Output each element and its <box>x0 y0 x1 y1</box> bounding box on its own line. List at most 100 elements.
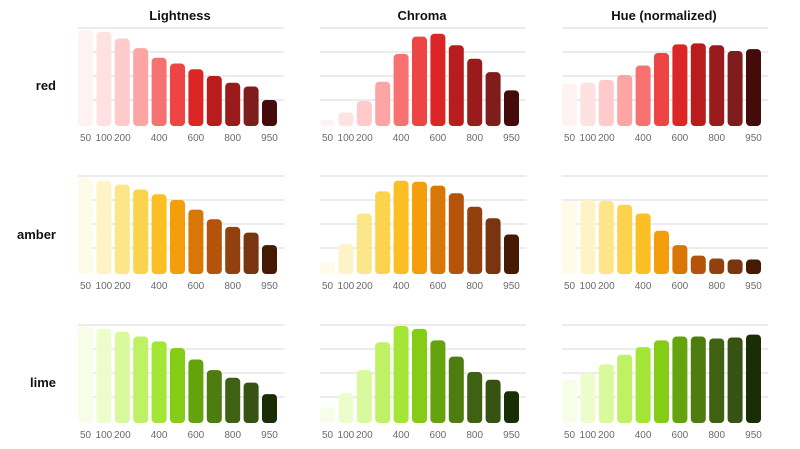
bar-red-chroma-500 <box>412 36 427 126</box>
bar-amber-chroma-50 <box>320 262 335 274</box>
tick-label: 200 <box>356 281 373 292</box>
bar-amber-chroma-900 <box>485 218 501 274</box>
bar-red-lightness-300 <box>133 48 149 126</box>
tick-label: 50 <box>322 430 334 441</box>
tick-label: 200 <box>598 430 615 441</box>
tick-label: 600 <box>188 133 205 144</box>
bar-lime-hue-normalized-950 <box>746 334 761 423</box>
bar-lime-chroma-200 <box>356 370 372 423</box>
bar-lime-hue-normalized-800 <box>709 338 725 423</box>
bar-lime-hue-normalized-200 <box>598 364 614 423</box>
tick-label: 50 <box>80 430 92 441</box>
tick-label: 800 <box>466 281 483 292</box>
column-title-hue-normalized: Hue (normalized) <box>611 8 716 23</box>
tick-label: 600 <box>430 281 447 292</box>
tick-label: 50 <box>322 133 334 144</box>
bar-amber-lightness-200 <box>114 184 130 274</box>
bar-lime-chroma-900 <box>485 379 501 423</box>
panel-red-lightness: 50 100 200 400 600 800 950 <box>78 27 284 144</box>
bar-amber-lightness-600 <box>188 209 204 274</box>
panel-red-chroma: 50 100 200 400 600 800 950 <box>320 27 526 144</box>
bar-red-chroma-800 <box>467 58 483 126</box>
bar-lime-hue-normalized-700 <box>690 336 706 423</box>
tick-label: 600 <box>430 133 447 144</box>
tick-label: 800 <box>708 281 725 292</box>
tick-label: 950 <box>745 281 762 292</box>
bar-red-hue-normalized-900 <box>727 51 743 126</box>
bar-lime-lightness-900 <box>243 382 259 423</box>
panel-amber-hue-normalized: 50 100 200 400 600 800 950 <box>562 175 768 292</box>
tick-label: 100 <box>96 430 113 441</box>
bar-amber-lightness-500 <box>170 200 185 274</box>
tick-label: 200 <box>356 430 373 441</box>
bar-amber-lightness-300 <box>133 189 149 274</box>
bar-red-chroma-700 <box>448 45 464 126</box>
bar-lime-lightness-400 <box>151 341 167 423</box>
bar-lime-chroma-400 <box>393 325 409 423</box>
tick-label: 200 <box>114 430 131 441</box>
tick-label: 50 <box>322 281 334 292</box>
tick-label: 50 <box>564 281 576 292</box>
tick-label: 100 <box>96 133 113 144</box>
tick-label: 100 <box>338 133 355 144</box>
tick-label: 100 <box>580 281 597 292</box>
bar-amber-chroma-500 <box>412 181 427 274</box>
tick-label: 200 <box>114 133 131 144</box>
bar-amber-chroma-800 <box>467 206 483 274</box>
bar-lime-hue-normalized-300 <box>617 354 633 423</box>
panel-lime-chroma: 50 100 200 400 600 800 950 <box>320 324 526 441</box>
bar-lime-chroma-700 <box>448 356 464 423</box>
bar-amber-hue-normalized-800 <box>709 258 725 274</box>
bar-amber-hue-normalized-100 <box>580 200 596 274</box>
bar-amber-lightness-700 <box>206 219 222 274</box>
bar-red-hue-normalized-800 <box>709 45 725 126</box>
row-label-red: red <box>36 78 56 93</box>
tick-label: 50 <box>80 281 92 292</box>
bar-amber-chroma-600 <box>430 185 446 274</box>
bar-amber-hue-normalized-300 <box>617 204 633 274</box>
tick-label: 400 <box>635 133 652 144</box>
bar-red-hue-normalized-600 <box>672 44 688 126</box>
bar-lime-lightness-600 <box>188 359 204 423</box>
tick-label: 100 <box>338 430 355 441</box>
tick-label: 600 <box>188 430 205 441</box>
bar-amber-lightness-400 <box>151 194 167 274</box>
panel-amber-chroma: 50 100 200 400 600 800 950 <box>320 175 526 292</box>
bar-lime-hue-normalized-400 <box>635 347 651 423</box>
tick-label: 950 <box>745 133 762 144</box>
tick-label: 600 <box>188 281 205 292</box>
bar-lime-hue-normalized-900 <box>727 337 743 423</box>
row-label-lime: lime <box>30 375 56 390</box>
bar-red-hue-normalized-100 <box>580 82 596 126</box>
bar-lime-lightness-300 <box>133 336 149 423</box>
bar-lime-hue-normalized-50 <box>562 379 577 423</box>
tick-label: 800 <box>466 133 483 144</box>
bar-amber-hue-normalized-700 <box>690 255 706 274</box>
bar-amber-hue-normalized-900 <box>727 259 743 274</box>
bar-lime-lightness-700 <box>206 370 222 423</box>
tick-label: 950 <box>261 430 278 441</box>
bar-lime-lightness-500 <box>170 348 185 423</box>
bar-red-lightness-400 <box>151 57 167 127</box>
tick-label: 800 <box>224 133 241 144</box>
bar-amber-lightness-50 <box>78 177 93 274</box>
bar-red-hue-normalized-950 <box>746 49 761 127</box>
bar-amber-chroma-700 <box>448 193 464 274</box>
bar-amber-lightness-100 <box>96 180 112 274</box>
panel-red-hue-normalized: 50 100 200 400 600 800 950 <box>562 27 768 144</box>
bar-red-chroma-400 <box>393 53 409 126</box>
bar-red-hue-normalized-200 <box>598 79 614 126</box>
bar-lime-chroma-100 <box>338 393 354 423</box>
bar-lime-chroma-500 <box>412 328 427 423</box>
panel-lime-hue-normalized: 50 100 200 400 600 800 950 <box>562 324 768 441</box>
tick-label: 400 <box>635 430 652 441</box>
tick-label: 950 <box>503 430 520 441</box>
tick-label: 50 <box>80 133 92 144</box>
bar-amber-chroma-300 <box>375 191 391 274</box>
bar-lime-lightness-800 <box>225 377 241 423</box>
bar-red-lightness-50 <box>78 29 93 127</box>
tick-label: 950 <box>503 281 520 292</box>
bar-red-lightness-600 <box>188 69 204 126</box>
tick-label: 800 <box>224 281 241 292</box>
bar-lime-chroma-300 <box>375 342 391 423</box>
